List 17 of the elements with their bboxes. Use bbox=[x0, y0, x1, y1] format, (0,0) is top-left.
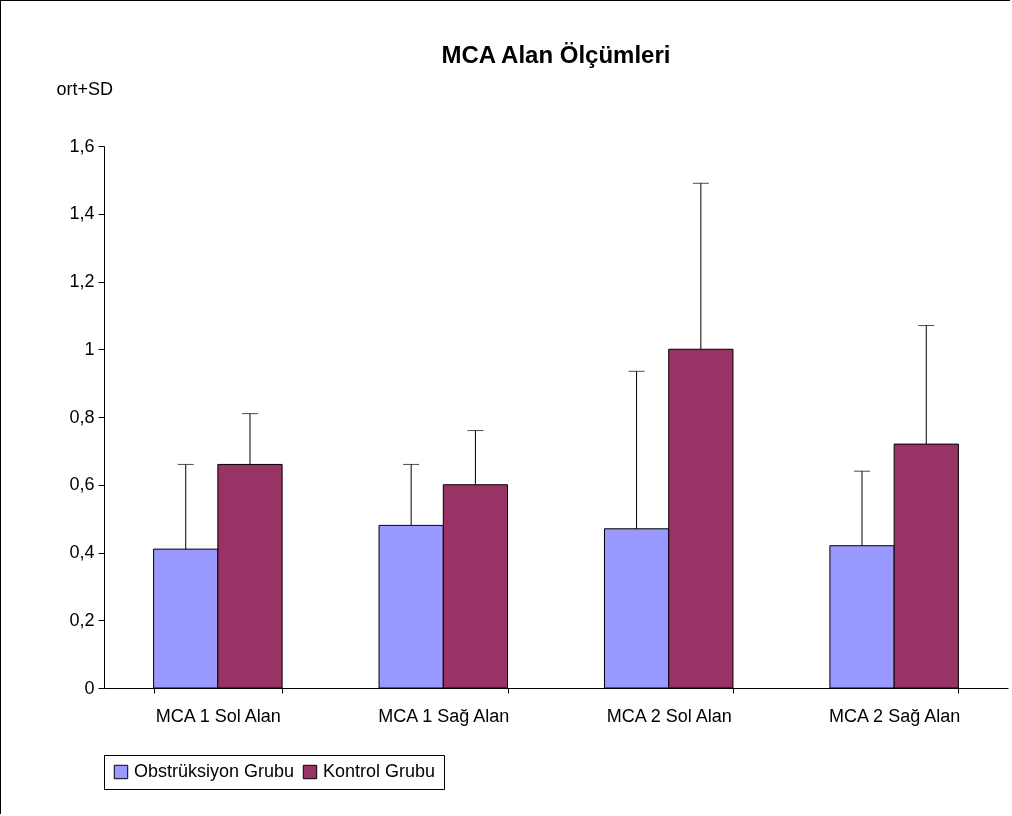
y-tick-label: 1 bbox=[84, 338, 95, 359]
y-tick-label: 0,2 bbox=[69, 609, 95, 630]
x-tick-label: MCA 1 Sağ Alan bbox=[378, 705, 510, 726]
y-tick-label: 1,2 bbox=[69, 271, 95, 291]
x-tick-label: MCA 2 Sol Alan bbox=[606, 705, 732, 726]
y-tick-label: 0 bbox=[84, 677, 95, 698]
y-tick-label: 1,4 bbox=[69, 203, 95, 224]
legend-label: Obstrüksiyon Grubu bbox=[134, 761, 295, 781]
x-tick-label: MCA 2 Sağ Alan bbox=[829, 705, 961, 726]
chart-title: MCA Alan Ölçümleri bbox=[441, 41, 671, 68]
y-tick-label: 1,6 bbox=[69, 135, 95, 156]
y-tick-label: 0,8 bbox=[69, 406, 95, 427]
y-tick-label: 0,6 bbox=[69, 474, 95, 495]
y-axis-title: ort+SD bbox=[56, 78, 114, 99]
x-tick-label: MCA 1 Sol Alan bbox=[155, 705, 281, 726]
y-tick-label: 0,4 bbox=[69, 542, 95, 562]
legend-label: Kontrol Grubu bbox=[323, 761, 436, 781]
